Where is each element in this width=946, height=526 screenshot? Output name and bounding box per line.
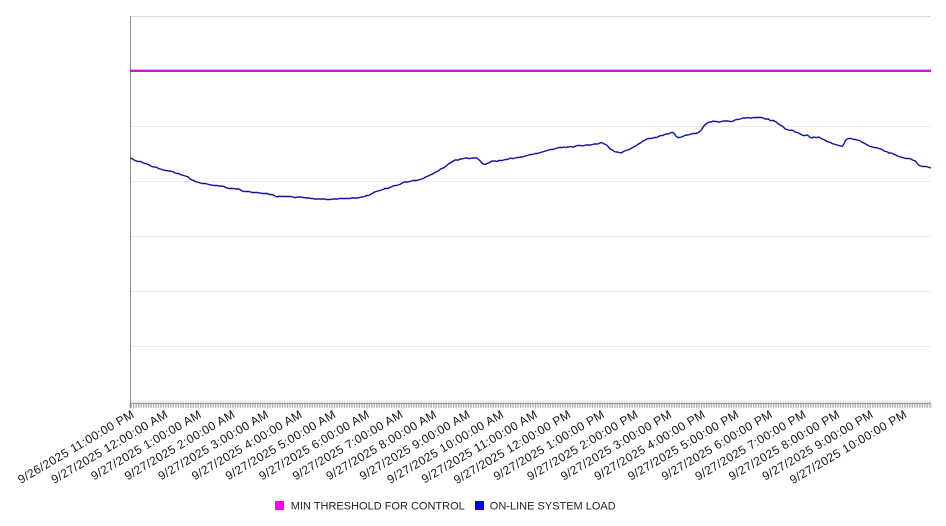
svg-text:MIN THRESHOLD FOR CONTROL: MIN THRESHOLD FOR CONTROL	[291, 500, 465, 512]
svg-text:ON-LINE SYSTEM LOAD: ON-LINE SYSTEM LOAD	[490, 500, 616, 512]
